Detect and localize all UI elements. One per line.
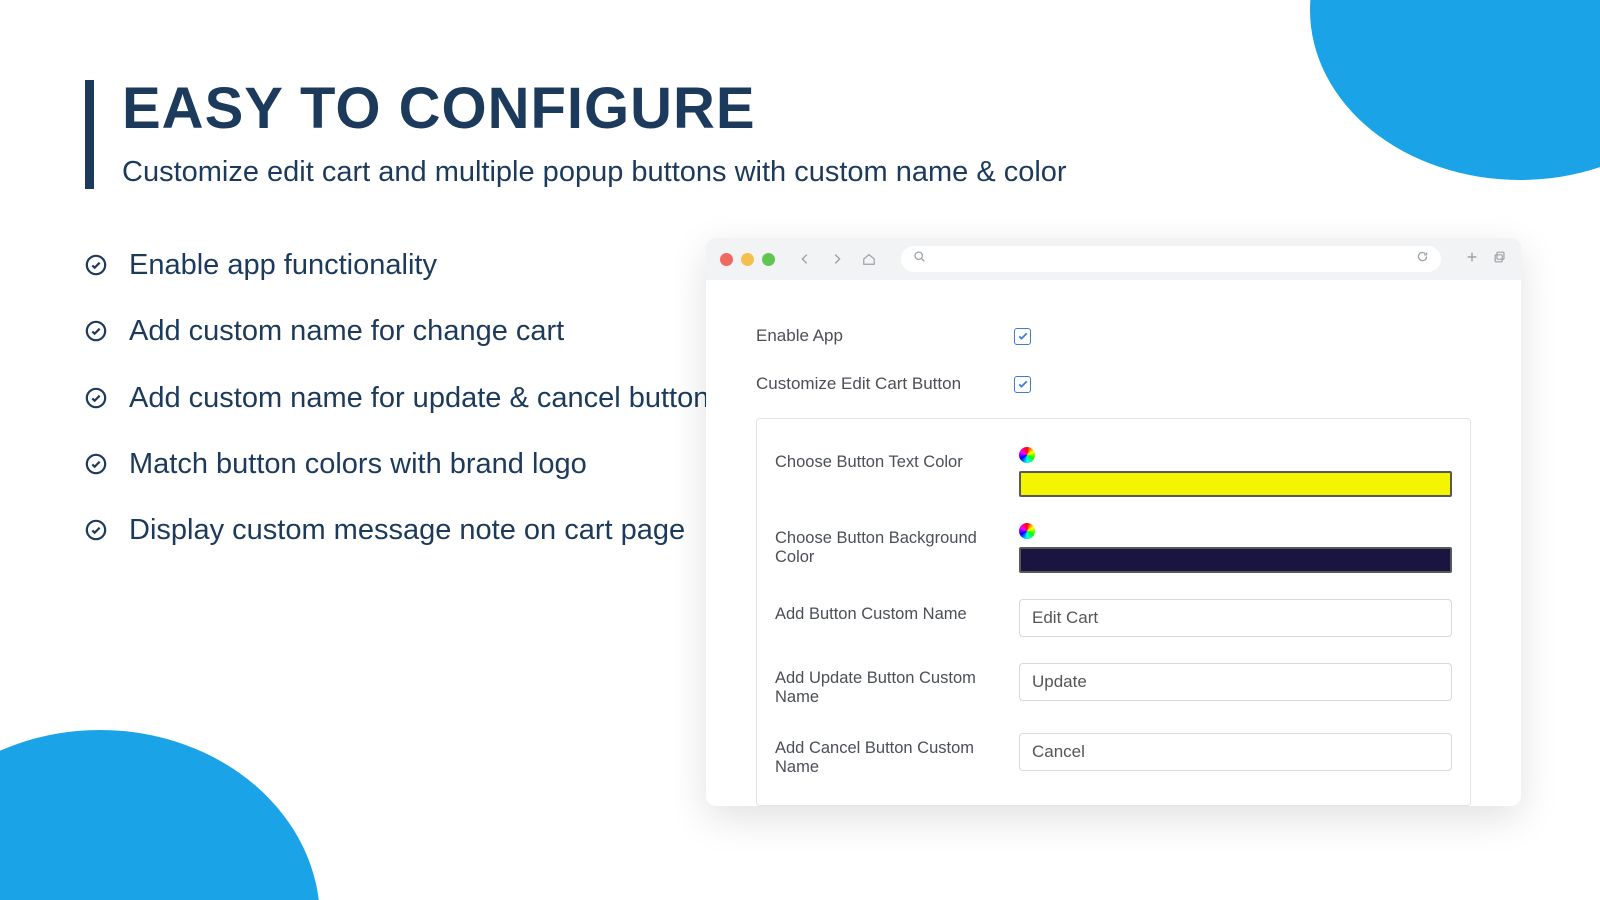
check-circle-icon — [85, 387, 107, 409]
cancel-name-input[interactable] — [1019, 733, 1452, 771]
decorative-blob-bottom — [0, 730, 320, 900]
feature-text: Display custom message note on cart page — [129, 512, 685, 548]
color-picker-icon[interactable] — [1019, 447, 1035, 463]
enable-app-row: Enable App — [756, 326, 1471, 346]
forward-icon[interactable] — [829, 251, 845, 267]
minimize-window-icon[interactable] — [741, 253, 754, 266]
page-title: EASY TO CONFIGURE — [122, 80, 1540, 138]
cancel-name-row: Add Cancel Button Custom Name — [775, 733, 1452, 777]
tabs-icon[interactable] — [1493, 250, 1507, 269]
bg-color-label: Choose Button Background Color — [775, 523, 1019, 567]
feature-text: Enable app functionality — [129, 247, 437, 283]
custom-name-row: Add Button Custom Name — [775, 599, 1452, 637]
feature-text: Add custom name for update & cancel butt… — [129, 380, 709, 416]
feature-text: Match button colors with brand logo — [129, 446, 587, 482]
home-icon[interactable] — [861, 251, 877, 267]
customize-checkbox[interactable] — [1014, 376, 1031, 393]
customize-sub-panel: Choose Button Text Color Choose Button B… — [756, 418, 1471, 806]
feature-item: Add custom name for change cart — [85, 313, 715, 349]
update-name-row: Add Update Button Custom Name — [775, 663, 1452, 707]
browser-window: Enable App Customize Edit Cart Button Ch… — [706, 238, 1521, 806]
maximize-window-icon[interactable] — [762, 253, 775, 266]
update-name-input[interactable] — [1019, 663, 1452, 701]
bg-color-row: Choose Button Background Color — [775, 523, 1452, 573]
new-tab-icon[interactable] — [1465, 250, 1479, 269]
custom-name-input[interactable] — [1019, 599, 1452, 637]
check-circle-icon — [85, 453, 107, 475]
enable-app-checkbox[interactable] — [1014, 328, 1031, 345]
url-bar[interactable] — [901, 246, 1441, 272]
traffic-lights — [720, 253, 775, 266]
text-color-label: Choose Button Text Color — [775, 447, 1019, 472]
settings-form: Enable App Customize Edit Cart Button Ch… — [716, 296, 1511, 806]
text-color-swatch[interactable] — [1019, 471, 1452, 497]
custom-name-label: Add Button Custom Name — [775, 599, 1019, 624]
close-window-icon[interactable] — [720, 253, 733, 266]
feature-list: Enable app functionality Add custom name… — [85, 247, 715, 548]
feature-item: Add custom name for update & cancel butt… — [85, 380, 715, 416]
bg-color-swatch[interactable] — [1019, 547, 1452, 573]
check-circle-icon — [85, 320, 107, 342]
page-subtitle: Customize edit cart and multiple popup b… — [122, 156, 1540, 189]
check-circle-icon — [85, 519, 107, 541]
feature-item: Enable app functionality — [85, 247, 715, 283]
text-color-row: Choose Button Text Color — [775, 447, 1452, 497]
reload-icon[interactable] — [1416, 250, 1429, 268]
enable-app-label: Enable App — [756, 326, 1014, 346]
cancel-name-label: Add Cancel Button Custom Name — [775, 733, 1019, 777]
header-block: EASY TO CONFIGURE Customize edit cart an… — [85, 80, 1540, 189]
customize-row: Customize Edit Cart Button — [756, 374, 1471, 394]
feature-text: Add custom name for change cart — [129, 313, 564, 349]
color-picker-icon[interactable] — [1019, 523, 1035, 539]
customize-label: Customize Edit Cart Button — [756, 374, 1014, 394]
browser-chrome-bar — [706, 238, 1521, 280]
search-icon — [913, 250, 926, 268]
browser-body: Enable App Customize Edit Cart Button Ch… — [706, 280, 1521, 806]
back-icon[interactable] — [797, 251, 813, 267]
update-name-label: Add Update Button Custom Name — [775, 663, 1019, 707]
feature-item: Display custom message note on cart page — [85, 512, 715, 548]
check-circle-icon — [85, 254, 107, 276]
feature-item: Match button colors with brand logo — [85, 446, 715, 482]
